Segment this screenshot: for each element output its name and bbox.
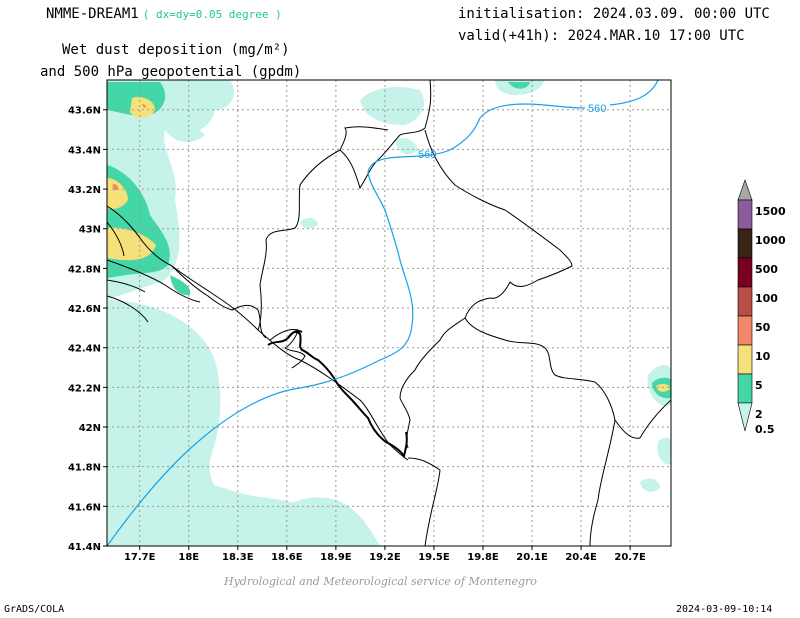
software-credit: GrADS/COLA	[4, 604, 65, 615]
lat-tick-label: 42.4N	[68, 344, 101, 355]
lat-tick-label: 41.4N	[68, 542, 101, 553]
lat-tick-label: 42N	[79, 423, 101, 434]
borders-coastline	[107, 80, 671, 546]
colorbar-segment	[737, 373, 753, 404]
contour-label-560-mid: 560	[418, 149, 436, 161]
initialisation-time: initialisation: 2024.03.09. 00:00 UTC	[458, 6, 770, 22]
colorbar-label: 100	[755, 292, 778, 305]
latitude-axis: 41.4N 41.6N 41.8N 42N 42.2N 42.4N 42.6N 42.8N 43…	[68, 106, 107, 553]
colorbar-top-arrow	[737, 179, 753, 201]
longitude-axis: 17.7E 18E 18.3E 18.6E 18.9E 19.2E 19.5E 19.8E 20…	[124, 546, 646, 563]
plot-frame	[106, 79, 672, 547]
deposition-shading	[107, 80, 671, 546]
render-timestamp: 2024-03-09-10:14	[676, 604, 773, 615]
colorbar-label: 500	[755, 263, 778, 276]
colorbar-segment	[737, 257, 753, 288]
lon-tick-label: 18.9E	[320, 552, 352, 563]
deposition-colorbar: 1500 1000 500 100 50 10 5 2 0.5	[737, 179, 786, 436]
colorbar-bottom-arrow	[737, 402, 753, 432]
lon-tick-label: 17.7E	[124, 552, 156, 563]
colorbar-label: 1500	[755, 205, 786, 218]
lat-tick-label: 43N	[79, 225, 101, 236]
lon-tick-label: 20.4E	[565, 552, 597, 563]
colorbar-label: 2	[755, 408, 763, 421]
lon-tick-label: 18.6E	[271, 552, 303, 563]
colorbar-label: 0.5	[755, 423, 775, 436]
geopotential-contour-560	[107, 80, 659, 546]
lon-tick-label: 18.3E	[222, 552, 254, 563]
lat-tick-label: 42.8N	[68, 264, 101, 275]
colorbar-label: 50	[755, 321, 771, 334]
model-resolution-note: ( dx=dy=0.05 degree )	[142, 8, 282, 21]
lat-tick-label: 41.6N	[68, 502, 101, 513]
lon-tick-label: 19.5E	[418, 552, 450, 563]
map-title-line2: and 500 hPa geopotential (gpdm)	[40, 64, 302, 80]
lat-tick-label: 42.2N	[68, 383, 101, 394]
valid-time: valid(+41h): 2024.MAR.10 17:00 UTC	[458, 28, 745, 44]
lat-tick-label: 43.2N	[68, 185, 101, 196]
model-name: NMME-DREAM1( dx=dy=0.05 degree )	[46, 6, 282, 22]
map-title-line1: Wet dust deposition (mg/m²)	[62, 42, 290, 58]
lon-tick-label: 18E	[178, 552, 199, 563]
colorbar-segment	[737, 199, 753, 230]
contour-label-560-east: 560	[588, 103, 606, 115]
colorbar-label: 1000	[755, 234, 786, 247]
colorbar-label: 10	[755, 350, 771, 363]
lat-tick-label: 43.4N	[68, 145, 101, 156]
lon-tick-label: 19.2E	[369, 552, 401, 563]
lat-tick-label: 43.6N	[68, 106, 101, 117]
colorbar-segment	[737, 315, 753, 346]
lon-tick-label: 19.8E	[467, 552, 499, 563]
coastline-detail	[267, 329, 408, 459]
lat-tick-label: 41.8N	[68, 463, 101, 474]
agency-credit: Hydrological and Meteorological service …	[224, 575, 537, 588]
lon-tick-label: 20.1E	[516, 552, 548, 563]
lon-tick-label: 20.7E	[614, 552, 646, 563]
lat-tick-label: 42.6N	[68, 304, 101, 315]
colorbar-segment	[737, 228, 753, 259]
colorbar-segment	[737, 344, 753, 375]
colorbar-label: 5	[755, 379, 763, 392]
colorbar-segment	[737, 286, 753, 317]
graticule-grid	[107, 80, 671, 546]
